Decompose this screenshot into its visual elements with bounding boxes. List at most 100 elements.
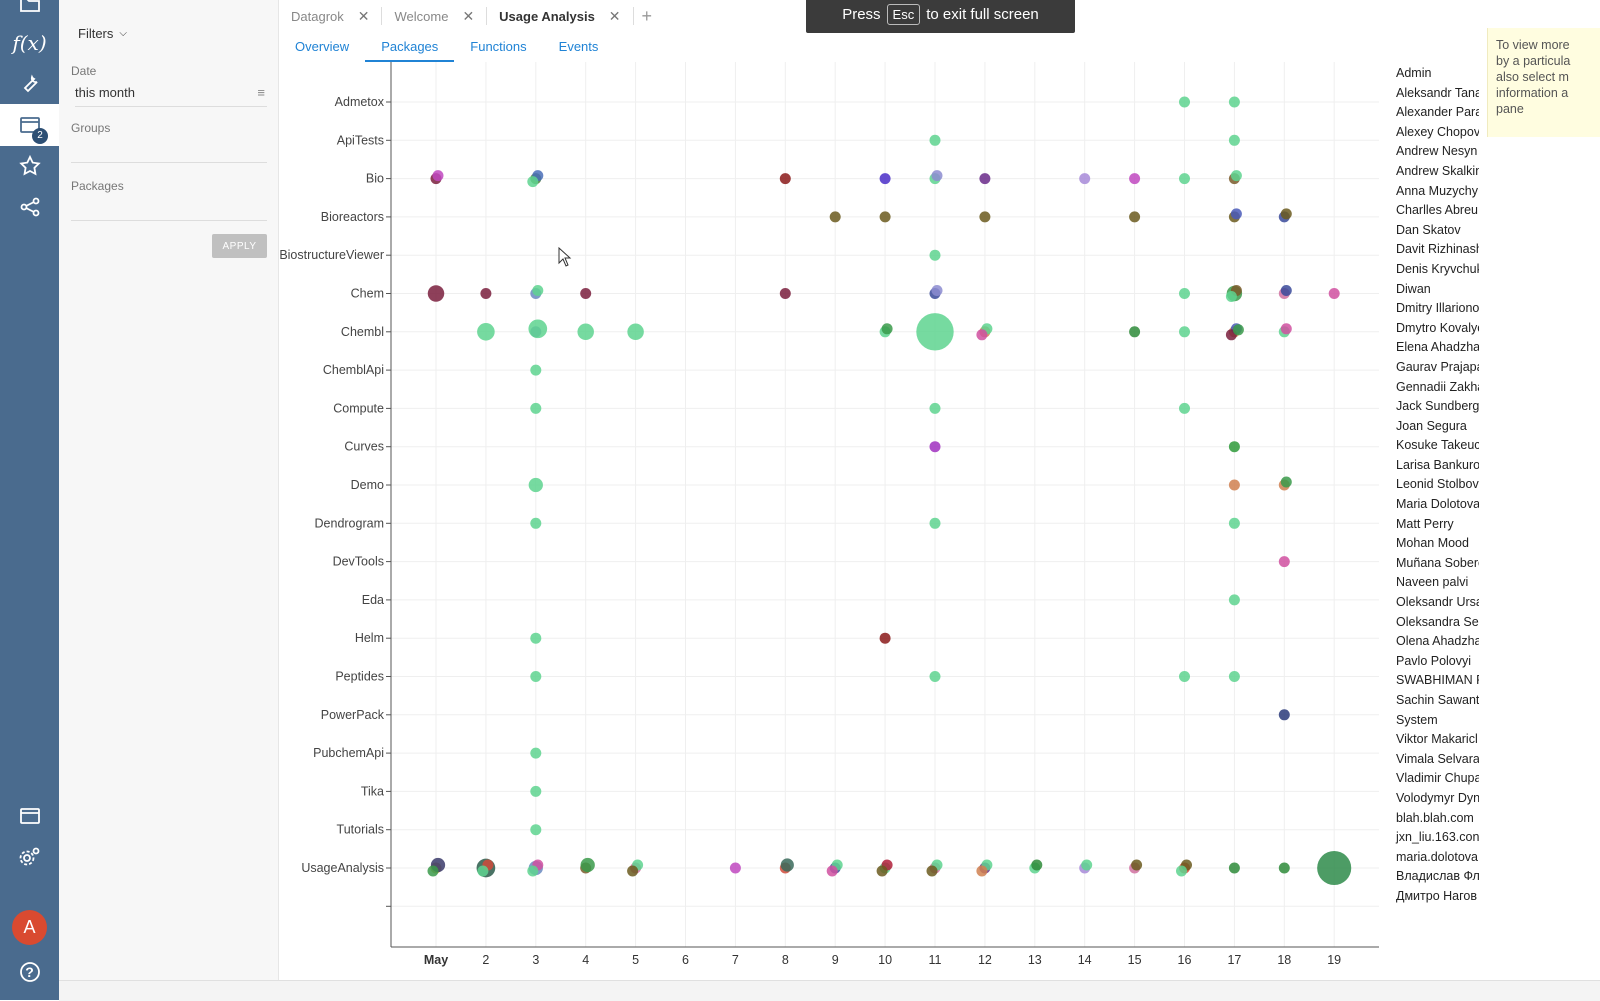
data-point[interactable] xyxy=(532,285,544,296)
data-point[interactable] xyxy=(580,288,592,299)
packages-field[interactable] xyxy=(71,220,267,221)
legend-item[interactable]: blah.blah.com xyxy=(1396,810,1474,825)
data-point[interactable] xyxy=(1317,850,1352,886)
data-point[interactable] xyxy=(1232,324,1244,336)
tab-welcome[interactable]: Welcome ✕ xyxy=(382,0,486,32)
data-point[interactable] xyxy=(1031,859,1043,871)
help-icon[interactable]: ? xyxy=(0,952,59,992)
data-point[interactable] xyxy=(929,134,941,146)
data-point[interactable] xyxy=(530,364,542,376)
legend-item[interactable]: Maria Dolotova xyxy=(1396,497,1480,512)
legend-item[interactable]: Дмитро Нагов xyxy=(1396,888,1477,903)
folder-icon[interactable] xyxy=(0,0,59,24)
legend-item[interactable]: Volodymyr Dyn xyxy=(1396,790,1480,805)
data-point[interactable] xyxy=(627,323,644,341)
data-point[interactable] xyxy=(881,323,893,335)
legend-item[interactable]: Pavlo Polovyi xyxy=(1396,653,1472,668)
legend-item[interactable]: Naveen palvi xyxy=(1396,575,1469,590)
legend-item[interactable]: maria.dolotova xyxy=(1396,849,1478,864)
data-point[interactable] xyxy=(1179,402,1190,414)
wrench-icon[interactable] xyxy=(0,63,59,103)
packages-scatter-chart[interactable]: Admetox ApiTests Bio Bioreactors Biostructur… xyxy=(279,62,1384,980)
data-point[interactable] xyxy=(477,865,489,877)
data-point[interactable] xyxy=(976,329,988,341)
data-point[interactable] xyxy=(1228,517,1240,529)
subtab-overview[interactable]: Overview xyxy=(295,38,350,54)
legend-item[interactable]: Gaurav Prajapa xyxy=(1396,359,1480,374)
legend-item[interactable]: Vladimir Chupa xyxy=(1396,771,1480,786)
data-point[interactable] xyxy=(1225,291,1237,302)
legend-item[interactable]: Charlles Abreu xyxy=(1396,203,1478,218)
star-icon[interactable] xyxy=(0,146,59,186)
subtab-functions[interactable]: Functions xyxy=(470,38,527,54)
tab-usage-analysis[interactable]: Usage Analysis ✕ xyxy=(487,0,632,32)
legend-item[interactable]: SWABHIMAN F xyxy=(1396,673,1480,688)
data-point[interactable] xyxy=(1278,709,1290,721)
legend-item[interactable]: Dmytro Kovalyo xyxy=(1396,320,1480,335)
legend-item[interactable]: Denis Kryvchuk xyxy=(1396,261,1480,276)
data-point[interactable] xyxy=(1179,326,1190,338)
data-point[interactable] xyxy=(427,285,445,302)
data-point[interactable] xyxy=(1228,441,1240,453)
data-point[interactable] xyxy=(929,402,941,414)
data-point[interactable] xyxy=(530,824,542,836)
data-point[interactable] xyxy=(480,288,492,299)
legend-item[interactable]: Sachin Sawant xyxy=(1396,693,1480,707)
data-point[interactable] xyxy=(779,288,791,299)
data-point[interactable] xyxy=(931,170,943,182)
data-point[interactable] xyxy=(580,857,595,873)
data-point[interactable] xyxy=(916,313,954,351)
data-point[interactable] xyxy=(1179,96,1190,108)
legend-item[interactable]: Viktor Makaricl xyxy=(1396,732,1478,747)
legend-item[interactable]: Mohan Mood xyxy=(1396,536,1469,551)
subtab-events[interactable]: Events xyxy=(558,38,599,54)
data-point[interactable] xyxy=(929,671,941,682)
legend-item[interactable]: Anna Muzychy xyxy=(1396,183,1478,198)
data-point[interactable] xyxy=(528,477,543,493)
data-point[interactable] xyxy=(979,173,991,185)
date-field[interactable]: this month ≡ xyxy=(75,85,267,107)
data-point[interactable] xyxy=(979,211,991,223)
groups-field[interactable] xyxy=(71,162,267,163)
legend-item[interactable]: Vimala Selvara xyxy=(1396,751,1480,766)
data-point[interactable] xyxy=(528,319,548,339)
panel-icon[interactable] xyxy=(0,796,59,836)
add-tab-icon[interactable]: + xyxy=(641,5,653,26)
subtab-packages[interactable]: Packages xyxy=(365,32,455,62)
data-point[interactable] xyxy=(829,211,841,223)
data-point[interactable] xyxy=(1179,173,1190,185)
data-point[interactable] xyxy=(1280,476,1292,488)
data-point[interactable] xyxy=(729,862,741,874)
data-point[interactable] xyxy=(530,632,542,644)
data-point[interactable] xyxy=(530,747,542,759)
data-point[interactable] xyxy=(530,785,542,797)
close-icon[interactable]: ✕ xyxy=(462,7,475,24)
legend-item[interactable]: Alexander Para xyxy=(1396,105,1480,120)
data-point[interactable] xyxy=(1228,96,1240,108)
legend-item[interactable]: Andrew Skalkin xyxy=(1396,163,1480,178)
data-point[interactable] xyxy=(1129,211,1141,223)
data-point[interactable] xyxy=(1176,865,1187,877)
share-icon[interactable] xyxy=(0,187,59,227)
legend-item[interactable]: Andrew Nesyn xyxy=(1396,144,1478,159)
legend-item[interactable]: Matt Perry xyxy=(1396,516,1454,531)
data-point[interactable] xyxy=(432,170,444,182)
functions-icon[interactable]: f(x) xyxy=(0,23,59,63)
legend-item[interactable]: Gennadii Zakha xyxy=(1396,379,1480,394)
data-point[interactable] xyxy=(1228,671,1240,682)
legend-item[interactable]: Oleksandr Ursa xyxy=(1396,595,1480,610)
data-point[interactable] xyxy=(926,865,938,877)
data-point[interactable] xyxy=(1079,173,1091,185)
data-point[interactable] xyxy=(577,323,594,341)
data-point[interactable] xyxy=(477,323,495,341)
legend-item[interactable]: Admin xyxy=(1396,66,1432,80)
data-point[interactable] xyxy=(931,285,943,296)
data-point[interactable] xyxy=(976,865,988,877)
data-point[interactable] xyxy=(627,865,639,877)
data-point[interactable] xyxy=(530,402,542,414)
legend-item[interactable]: Aleksandr Tana xyxy=(1396,85,1480,100)
data-point[interactable] xyxy=(1230,208,1242,220)
legend-item[interactable]: Larisa Bankuro xyxy=(1396,457,1480,472)
data-point[interactable] xyxy=(879,632,891,644)
data-point[interactable] xyxy=(530,517,542,529)
